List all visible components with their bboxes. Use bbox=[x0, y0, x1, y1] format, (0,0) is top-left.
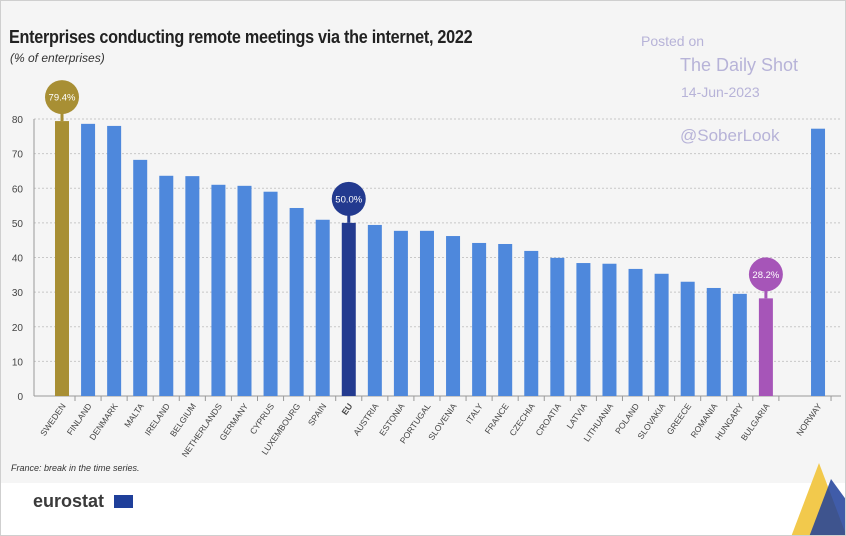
bar-cyprus bbox=[263, 191, 278, 396]
bar-luxembourg bbox=[289, 207, 304, 396]
bar-finland bbox=[81, 123, 96, 396]
bar-bulgaria bbox=[758, 298, 773, 396]
bar-belgium bbox=[185, 176, 200, 396]
bar-hungary bbox=[732, 293, 747, 396]
bar-eu bbox=[341, 222, 356, 396]
y-tick-label: 80 bbox=[12, 115, 24, 126]
eurostat-logo: eurostat bbox=[33, 491, 105, 511]
footnote: France: break in the time series. bbox=[11, 463, 140, 473]
bar-norway bbox=[811, 128, 826, 396]
x-tick-label: CROATIA bbox=[533, 401, 563, 437]
bar-ireland bbox=[159, 175, 174, 396]
watermark-date: 14-Jun-2023 bbox=[681, 84, 760, 100]
bar-germany bbox=[237, 185, 252, 396]
x-tick-label: MALTA bbox=[122, 401, 146, 429]
data-label: 28.2% bbox=[752, 270, 779, 281]
bar-italy bbox=[472, 242, 487, 396]
bar-chart: 01020304050607080SWEDEN79.4%FINLANDDENMA… bbox=[12, 80, 841, 459]
bar-croatia bbox=[550, 257, 565, 396]
x-tick-label: POLAND bbox=[613, 401, 641, 435]
y-tick-label: 60 bbox=[12, 184, 24, 195]
footer bbox=[1, 483, 845, 535]
bar-malta bbox=[133, 159, 148, 396]
bar-france bbox=[498, 243, 513, 396]
bar-latvia bbox=[576, 263, 591, 396]
watermark-posted: Posted on bbox=[641, 33, 705, 49]
watermark-site: The Daily Shot bbox=[680, 55, 799, 75]
y-tick-label: 50 bbox=[12, 219, 24, 230]
y-tick-label: 0 bbox=[17, 392, 23, 403]
bar-poland bbox=[628, 268, 643, 396]
chart-subtitle: (% of enterprises) bbox=[10, 51, 105, 65]
data-label: 50.0% bbox=[335, 194, 362, 205]
x-tick-label: CYPRUS bbox=[248, 401, 277, 436]
eu-flag-icon bbox=[114, 495, 133, 508]
bar-estonia bbox=[393, 230, 408, 396]
bar-slovakia bbox=[654, 273, 669, 396]
data-label: 79.4% bbox=[49, 93, 76, 104]
bar-czechia bbox=[524, 250, 539, 396]
x-tick-label: ITALY bbox=[464, 401, 485, 425]
y-tick-label: 10 bbox=[12, 357, 24, 368]
y-tick-label: 20 bbox=[12, 323, 24, 334]
bar-sweden bbox=[55, 121, 69, 396]
bar-netherlands bbox=[211, 184, 226, 396]
bar-austria bbox=[367, 224, 382, 396]
annotation-bubble bbox=[331, 181, 366, 216]
x-tick-label: SWEDEN bbox=[38, 401, 68, 437]
y-tick-label: 70 bbox=[12, 150, 24, 161]
annotation-bubble bbox=[748, 257, 783, 292]
x-tick-label: SPAIN bbox=[306, 401, 328, 427]
y-tick-label: 40 bbox=[12, 254, 24, 265]
bar-slovenia bbox=[446, 236, 461, 396]
bar-spain bbox=[315, 219, 330, 396]
bar-denmark bbox=[107, 125, 122, 397]
x-tick-label: FRANCE bbox=[483, 401, 511, 436]
x-tick-label: EU bbox=[339, 401, 354, 416]
bar-lithuania bbox=[602, 263, 617, 396]
y-tick-label: 30 bbox=[12, 288, 24, 299]
x-tick-label: LATVIA bbox=[564, 401, 589, 430]
bar-portugal bbox=[419, 230, 434, 396]
bar-greece bbox=[680, 281, 695, 396]
watermark-handle: @SoberLook bbox=[680, 126, 780, 145]
chart-title: Enterprises conducting remote meetings v… bbox=[9, 27, 473, 47]
annotation-bubble bbox=[45, 80, 79, 115]
x-tick-label: NORWAY bbox=[794, 401, 824, 437]
bar-romania bbox=[706, 287, 721, 396]
